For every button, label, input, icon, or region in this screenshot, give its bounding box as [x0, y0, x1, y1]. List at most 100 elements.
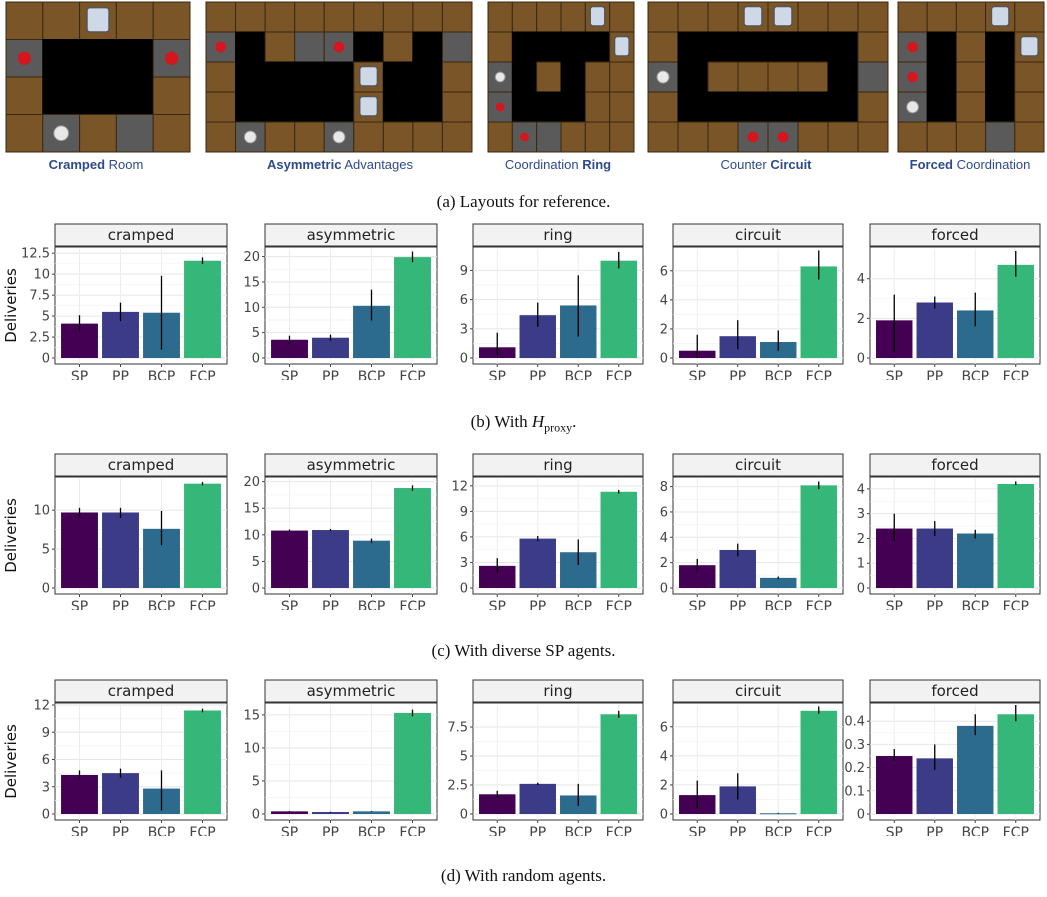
layout-map [5, 1, 191, 153]
y-tick-label: 0.2 [844, 761, 865, 776]
x-tick-label-FCP: FCP [806, 825, 832, 836]
layout-tile [264, 91, 296, 123]
x-tick-label-PP: PP [112, 369, 129, 380]
chart-panel-asymmetric: asymmetric 0 5 10 15 SP PP BCP FCP [243, 679, 438, 836]
layout-tile [857, 91, 889, 123]
layout-tile [584, 61, 611, 93]
y-tick-label: 4 [857, 272, 865, 287]
layout-tile [487, 121, 513, 153]
layout-tile [115, 76, 154, 115]
layout-tile [441, 121, 473, 153]
layout-tile [560, 31, 586, 63]
pot-icon [358, 65, 379, 87]
bar-BCP [760, 813, 797, 815]
chart-panel-circuit: circuit 0 2 4 6 SP PP BCP FCP [660, 679, 844, 836]
chart-panel-forced: forced 0 1 2 3 4 SP PP BCP FCP [857, 453, 1041, 610]
layout-tile [955, 31, 987, 63]
panel-strip [472, 223, 644, 247]
y-tick-label: 0 [42, 582, 50, 597]
caption-c: (c) With diverse SP agents. [431, 641, 616, 660]
layout-label-ring: Coordination Ring [505, 157, 611, 172]
bar-SP [479, 565, 516, 588]
x-tick-label-FCP: FCP [806, 369, 832, 380]
layout-tile [677, 31, 709, 63]
layout-tile [205, 121, 237, 153]
layout-tile [487, 31, 513, 63]
layout-tile [897, 31, 928, 63]
layout-tile [955, 121, 987, 153]
chart-panel-asymmetric: asymmetric 0 5 10 15 20 SP PP BCP FCP [243, 453, 438, 610]
x-tick-label-PP: PP [529, 369, 546, 380]
y-tick-label: 7.5 [447, 721, 468, 736]
layout-tile [353, 121, 384, 153]
tomato-icon [907, 41, 918, 53]
y-tick-label: 5 [252, 774, 260, 789]
x-tick-label-SP: SP [689, 825, 706, 836]
layout-tile [955, 91, 987, 123]
layout-tile [412, 121, 443, 153]
tomato-icon [215, 41, 227, 53]
layout-tile [382, 121, 414, 153]
panel-title: circuit [735, 226, 781, 244]
y-tick-label: 0 [857, 582, 865, 597]
chart-panel-ring: ring 0 2.5 5 7.5 SP PP BCP FCP [447, 679, 644, 836]
x-tick-label-SP: SP [489, 599, 506, 610]
layout-label-cramped: Cramped Room [49, 157, 144, 172]
chart-panel-asymmetric: asymmetric 0 5 10 15 20 SP PP BCP FCP [243, 223, 438, 380]
layout-tile [235, 91, 266, 123]
bar-FCP [997, 483, 1034, 588]
panel-title: forced [931, 456, 978, 474]
panel-strip [672, 679, 844, 703]
bar-FCP [997, 264, 1034, 358]
y-tick-label: 1 [857, 557, 865, 572]
layout-tile [487, 91, 513, 123]
layout-tile [323, 91, 355, 123]
y-axis-label: Deliveries [2, 498, 20, 573]
layout-tile [827, 31, 859, 63]
y-tick-label: 10 [243, 301, 260, 316]
layout-tile [536, 31, 562, 63]
y-tick-label: 0 [460, 352, 468, 367]
tomato-icon [164, 51, 179, 65]
layout-tile [767, 31, 799, 63]
y-tick-label: 2 [660, 556, 668, 571]
layout-tile [1014, 1, 1045, 33]
layout-tile [511, 31, 538, 63]
y-tick-label: 6 [660, 720, 668, 735]
layout-tile [827, 91, 859, 123]
layout-tile [955, 61, 987, 93]
layout-tile [264, 61, 296, 93]
chart-panel-forced: forced 0 0.1 0.2 0.3 0.4 SP PP BCP FCP [844, 679, 1041, 836]
layout-tile [294, 91, 325, 123]
bar-BCP [760, 577, 797, 588]
panel-strip [869, 453, 1041, 477]
layout-tile [609, 91, 635, 123]
panel-title: asymmetric [307, 682, 396, 700]
layout-tile [560, 1, 586, 33]
chart-panel-cramped: cramped 0 3 6 9 12 SP PP BCP FCP [33, 679, 228, 836]
x-tick-label-BCP: BCP [358, 369, 386, 380]
y-tick-label: 0 [460, 808, 468, 823]
caption-a: (a) Layouts for reference. [436, 192, 611, 211]
layout-tile [152, 76, 191, 115]
layout-tile [609, 61, 635, 93]
layout-tile [857, 61, 889, 93]
layout-tile [79, 76, 117, 115]
panel-strip [869, 679, 1041, 703]
chart-panel-cramped: cramped 0 5 10 SP PP BCP FCP [33, 453, 228, 610]
bar-FCP [394, 257, 431, 358]
x-tick-label-SP: SP [281, 369, 298, 380]
layout-tile [897, 121, 928, 153]
caption-d: (d) With random agents. [440, 866, 607, 885]
caption-b: (b) With Hproxy. [470, 412, 577, 435]
bar-PP [312, 337, 349, 358]
panel-strip [264, 679, 438, 703]
chart-panel-ring: ring 0 3 6 9 12 SP PP BCP FCP [451, 453, 644, 610]
layout-tile [584, 31, 611, 63]
layout-tile [294, 1, 325, 33]
layout-tile [857, 31, 889, 63]
y-tick-label: 0 [252, 582, 260, 597]
x-tick-label-BCP: BCP [961, 825, 989, 836]
layout-tile [294, 61, 325, 93]
